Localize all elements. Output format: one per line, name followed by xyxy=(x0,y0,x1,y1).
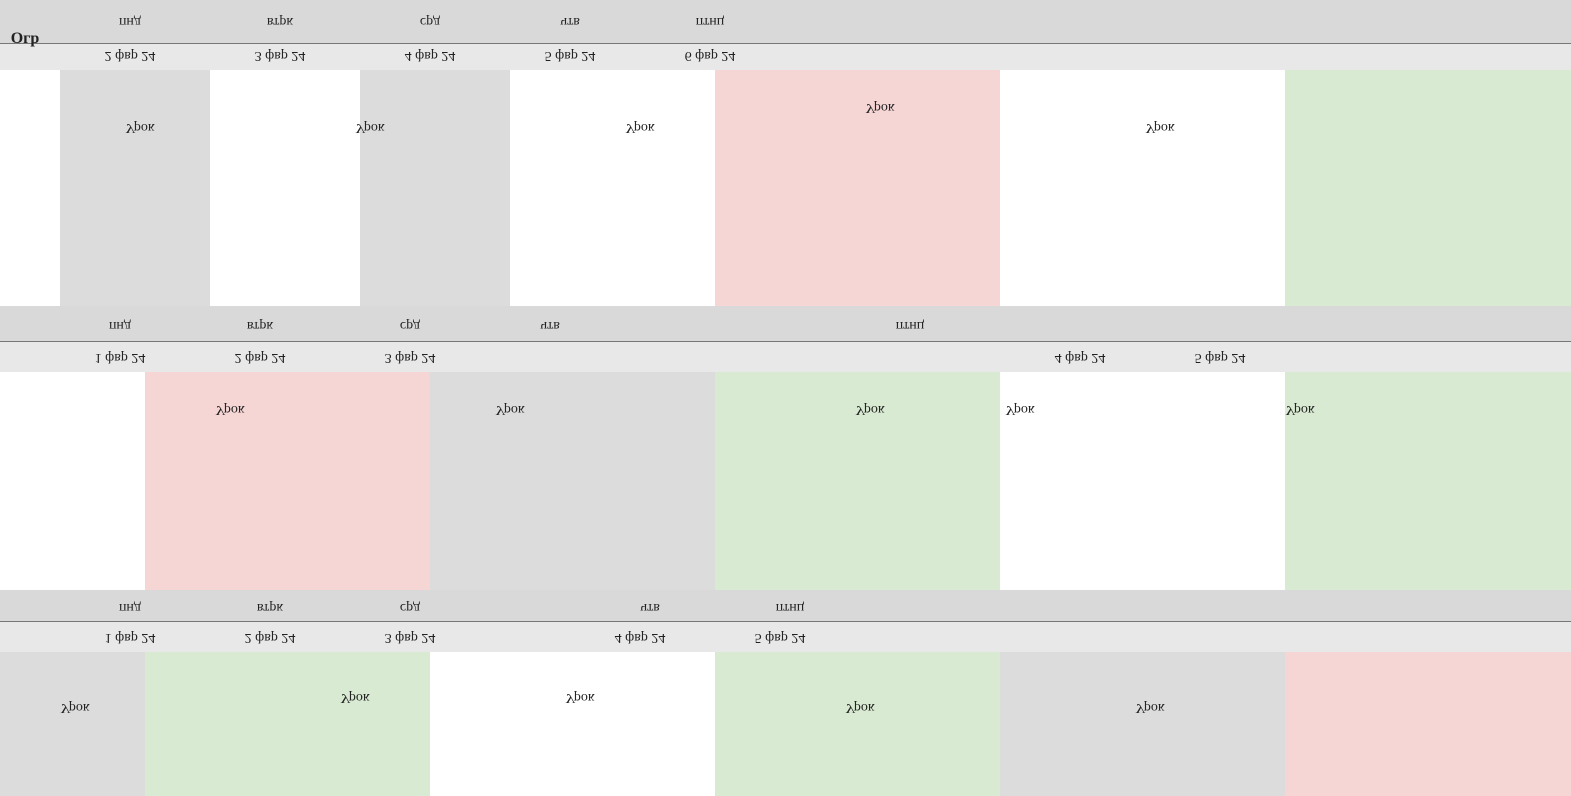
band2-cell-2 xyxy=(145,372,430,590)
band2-cell-text-2: Урок xyxy=(495,402,525,417)
band3-header-row xyxy=(0,590,1571,622)
band3-cell-text-4: Урок xyxy=(845,700,875,715)
band2-header-3: срд xyxy=(399,318,421,333)
band3-cell-1 xyxy=(0,652,145,796)
timetable-band-3: пнд втрк срд чтв птнц 1 фвр 24 2 фвр 24 … xyxy=(0,590,1571,796)
band2-cell-1 xyxy=(0,372,145,590)
band2-cell-6 xyxy=(1285,372,1571,590)
band1-cell-3 xyxy=(360,70,510,306)
band3-header-3: срд xyxy=(399,600,421,615)
band2-date-2: 2 фвр 24 xyxy=(234,350,286,365)
band1-cell-5 xyxy=(715,70,1000,306)
band1-cell-text-5: Урок xyxy=(1145,120,1175,135)
band1-header-5: птнц xyxy=(695,14,725,29)
band1-cell-7 xyxy=(1285,70,1571,306)
band3-date-5: 5 фвр 24 xyxy=(754,630,806,645)
band2-cell-3 xyxy=(430,372,715,590)
band1-date-5: 6 фвр 24 xyxy=(684,48,736,63)
band2-cell-4 xyxy=(715,372,1000,590)
band1-cell-6 xyxy=(1000,70,1285,306)
band1-cell-text-3: Урок xyxy=(625,120,655,135)
band3-cell-text-5: Урок xyxy=(1135,700,1165,715)
band2-header-2: втрк xyxy=(246,318,274,333)
band1-header-row xyxy=(0,0,1571,44)
band1-date-1: 2 фвр 24 xyxy=(104,48,156,63)
band2-cell-text-5: Урок xyxy=(1285,402,1315,417)
band2-header-row xyxy=(0,306,1571,342)
band1-date-4: 5 фвр 24 xyxy=(544,48,596,63)
band3-header-5: птнц xyxy=(775,600,805,615)
band1-cell-text-2: Урок xyxy=(355,120,385,135)
band1-cell-1 xyxy=(60,70,210,306)
band3-cell-6 xyxy=(1285,652,1571,796)
band1-cell-text-1: Урок xyxy=(125,120,155,135)
band3-date-1: 1 фвр 24 xyxy=(104,630,156,645)
band3-header-2: втрк xyxy=(256,600,284,615)
band2-cell-5 xyxy=(1000,372,1285,590)
band3-cell-4 xyxy=(715,652,1000,796)
band3-header-1: пнд xyxy=(118,600,142,615)
band2-date-row xyxy=(0,342,1571,372)
band3-header-4: чтв xyxy=(640,600,660,615)
band3-date-4: 4 фвр 24 xyxy=(614,630,666,645)
band1-header-3: срд xyxy=(419,14,441,29)
band1-cell-4 xyxy=(510,70,710,306)
band2-date-3: 3 фвр 24 xyxy=(384,350,436,365)
band2-cell-text-4: Урок xyxy=(1005,402,1035,417)
band3-date-3: 3 фвр 24 xyxy=(384,630,436,645)
band1-cell-2 xyxy=(210,70,360,306)
band1-cell-text-4: Урок xyxy=(865,100,895,115)
band2-cell-text-3: Урок xyxy=(855,402,885,417)
band2-header-4: чтв xyxy=(540,318,560,333)
band1-date-2: 3 фвр 24 xyxy=(254,48,306,63)
band2-header-1: пнд xyxy=(108,318,132,333)
band3-date-2: 2 фвр 24 xyxy=(244,630,296,645)
band1-title: Огр xyxy=(10,30,40,47)
band2-date-4: 4 фвр 24 xyxy=(1054,350,1106,365)
band2-date-5: 5 фвр 24 xyxy=(1194,350,1246,365)
band3-date-row xyxy=(0,622,1571,652)
timetable-band-1: Огр пнд втрк срд чтв птнц 2 фвр 24 3 фвр… xyxy=(0,0,1571,306)
band2-header-5: птнц xyxy=(895,318,925,333)
band3-cell-text-2: Урок xyxy=(340,690,370,705)
band1-header-4: чтв xyxy=(560,14,580,29)
band3-cell-text-3: Урок xyxy=(565,690,595,705)
band3-cell-3 xyxy=(430,652,715,796)
band2-date-1: 1 фвр 24 xyxy=(94,350,146,365)
band3-cell-5 xyxy=(1000,652,1285,796)
band1-date-row xyxy=(0,44,1571,70)
band1-header-2: втрк xyxy=(266,14,294,29)
band3-cell-text-1: Урок xyxy=(60,700,90,715)
band1-date-3: 4 фвр 24 xyxy=(404,48,456,63)
band3-cell-2 xyxy=(145,652,430,796)
band1-header-1: пнд xyxy=(118,14,142,29)
band2-cell-text-1: Урок xyxy=(215,402,245,417)
timetable-band-2: пнд втрк срд чтв птнц 1 фвр 24 2 фвр 24 … xyxy=(0,306,1571,590)
